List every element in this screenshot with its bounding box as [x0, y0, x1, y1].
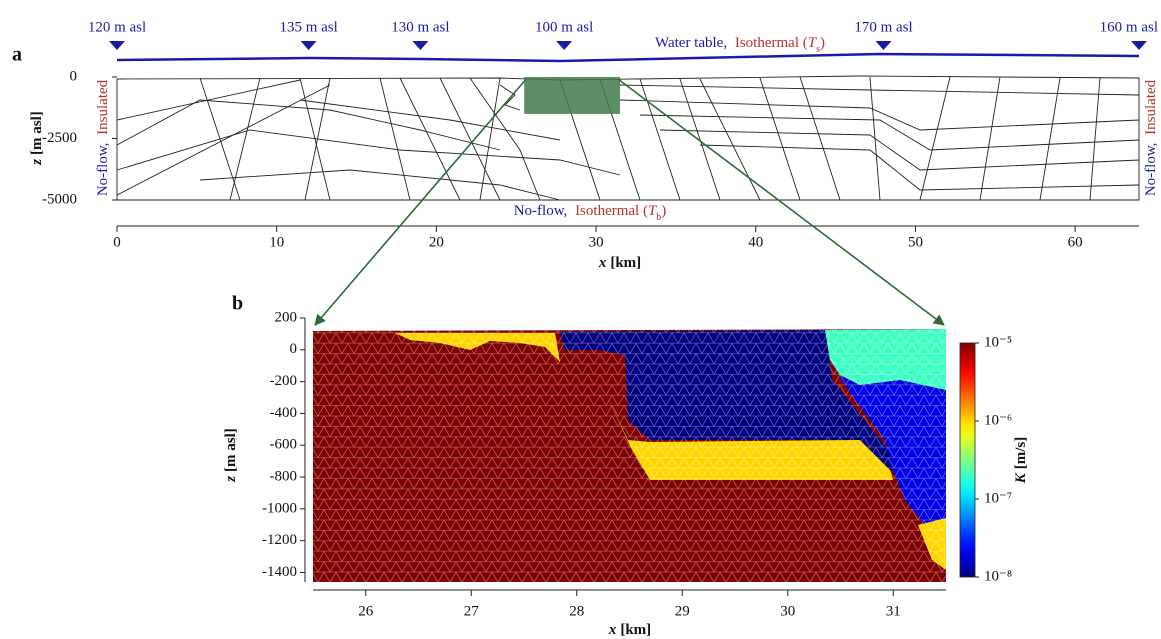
colorbar-tick-label: 10⁻⁸ [984, 568, 1012, 584]
left-boundary-label: No-flow, Insulated [95, 79, 111, 196]
water-table-marker [301, 41, 317, 50]
x-axis-label: x[km] [598, 255, 641, 271]
label-part: Water table, [655, 35, 727, 51]
y-tick-label: -1400 [262, 564, 297, 580]
label-part: z [29, 159, 45, 166]
water-table-marker [412, 41, 428, 50]
colorbar-tick-label: 10⁻⁷ [984, 490, 1012, 506]
x-tick-label: 10 [269, 234, 284, 250]
water-table-label: 100 m asl [535, 19, 593, 35]
geologic-structure [117, 76, 1139, 200]
conductivity-zones [313, 329, 946, 582]
figure: a Water table, Isothermal (Ts) No-flow, … [0, 0, 1161, 639]
x-tick-label: 40 [748, 234, 763, 250]
label-part: No-flow, [514, 203, 568, 219]
water-table-label: 135 m asl [279, 19, 337, 35]
x-axis-label: x[km] [608, 622, 651, 638]
zoom-box [524, 77, 620, 114]
x-tick-label: 30 [780, 603, 795, 619]
colorbar-label: K [m/s] [1013, 437, 1029, 485]
y-axis-label: z [m asl] [223, 428, 239, 483]
label-part: z [223, 476, 239, 483]
label-part: No-flow, [1143, 143, 1159, 197]
label-part: [m/s] [1013, 437, 1029, 470]
y-tick-label: 0 [70, 68, 78, 84]
y-tick-label: 200 [275, 309, 298, 325]
x-tick-label: 30 [589, 234, 604, 250]
colorbar [960, 343, 975, 577]
mesh-overlay [313, 329, 946, 582]
water-table-label: 160 m asl [1100, 19, 1158, 35]
x-tick-label: 20 [429, 234, 444, 250]
section-outline [117, 76, 1139, 200]
colorbar-tick-label: 10⁻⁶ [984, 412, 1012, 428]
colorbar-tick-label: 10⁻⁵ [984, 334, 1012, 350]
water-table-label: 170 m asl [854, 19, 912, 35]
water-table-marker [876, 41, 892, 50]
top-boundary-label: Water table, Isothermal (Ts) [655, 35, 825, 54]
y-tick-label: -800 [270, 468, 298, 484]
x-tick-label: 26 [358, 603, 374, 619]
water-table-marker [556, 41, 572, 50]
water-table-marker [109, 41, 125, 50]
y-tick-label: -600 [270, 437, 298, 453]
label-part: ) [820, 35, 825, 51]
label-part: Isothermal ( [575, 203, 648, 219]
x-tick-label: 28 [569, 603, 584, 619]
y-tick-label: -2500 [42, 130, 77, 146]
x-tick-label: 0 [113, 234, 121, 250]
label-part: [km] [610, 255, 641, 271]
water-table-marker [1131, 41, 1147, 50]
label-part: No-flow, [95, 143, 111, 197]
bottom-boundary-label: No-flow, Isothermal (Tb) [514, 203, 667, 222]
y-tick-label: -5000 [42, 191, 77, 207]
y-tick-label: -400 [270, 405, 298, 421]
x-tick-label: 50 [908, 234, 923, 250]
water-table-label: 120 m asl [88, 19, 146, 35]
x-tick-label: 27 [464, 603, 480, 619]
y-tick-label: -1000 [262, 500, 297, 516]
water-table-label: 130 m asl [391, 19, 449, 35]
zoom-arrow [618, 79, 944, 325]
label-part: K [1013, 472, 1029, 484]
label-part: ) [661, 203, 666, 219]
label-part: Isothermal ( [735, 35, 808, 51]
label-part: x [598, 255, 607, 271]
x-tick-label: 31 [886, 603, 901, 619]
water-table-line [117, 54, 1139, 61]
right-boundary-label: No-flow, Insulated [1143, 79, 1159, 196]
y-tick-label: 0 [290, 341, 298, 357]
panel-letter: a [12, 44, 22, 66]
label-part: [m asl] [223, 428, 239, 472]
x-tick-label: 60 [1068, 234, 1083, 250]
label-part: Insulated [95, 79, 111, 134]
y-tick-label: -200 [270, 373, 298, 389]
y-tick-label: -1200 [262, 532, 297, 548]
panel-letter: b [232, 293, 243, 315]
x-tick-label: 29 [675, 603, 690, 619]
label-part: Insulated [1143, 79, 1159, 134]
label-part: [km] [620, 622, 651, 638]
label-part: x [608, 622, 617, 638]
layers [117, 85, 1139, 200]
